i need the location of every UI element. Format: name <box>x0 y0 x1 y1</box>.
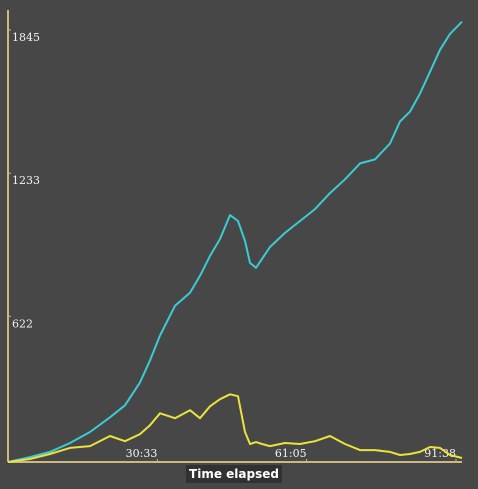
y-tick-label: 1233 <box>12 174 40 187</box>
x-label-box <box>186 465 282 483</box>
x-axis-label: Time elapsed <box>189 467 279 481</box>
series-line <box>7 20 463 463</box>
series-line <box>7 393 463 463</box>
y-tick-label: 622 <box>12 317 33 330</box>
y-tick-label: 1845 <box>12 31 40 44</box>
x-tick-label: 91:38 <box>424 447 456 460</box>
x-tick-label: 61:05 <box>275 447 307 460</box>
x-tick-label: 30:33 <box>126 447 158 460</box>
